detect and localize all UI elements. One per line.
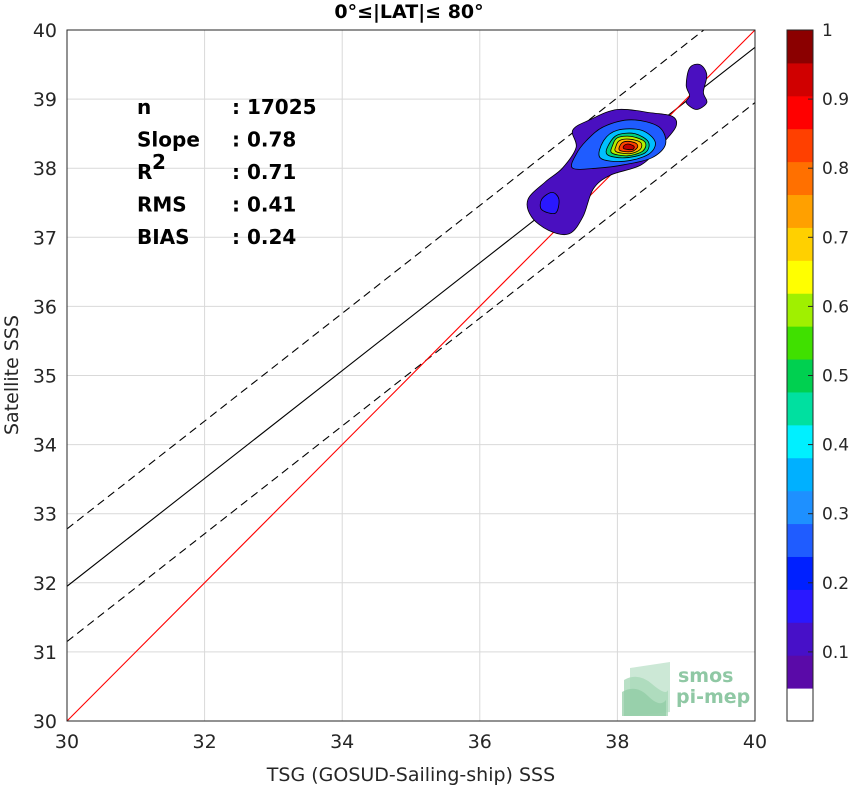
- x-tick-label-1: 32: [193, 731, 217, 753]
- x-tick-label-3: 36: [468, 731, 492, 753]
- colorbar-segment-3: [787, 589, 813, 623]
- colorbar-segment-19: [787, 62, 813, 97]
- colorbar-segment-20: [787, 30, 813, 64]
- density-contour-1: [685, 63, 708, 110]
- stat-value-1: : 0.78: [232, 128, 296, 152]
- colorbar-segment-9: [787, 391, 813, 426]
- colorbar-tick-label-5: 0.6: [822, 297, 849, 317]
- stat-label-4: BIAS: [137, 225, 190, 249]
- y-tick-label-0: 30: [33, 711, 57, 733]
- density-contour-9: [622, 143, 635, 151]
- colorbar-tick-label-4: 0.5: [822, 367, 849, 387]
- colorbar-segment-6: [787, 490, 813, 525]
- colorbar-tick-label-0: 0.1: [822, 643, 849, 663]
- colorbar-tick-label-8: 0.9: [822, 90, 849, 110]
- stat-value-4: : 0.24: [232, 225, 296, 249]
- colorbar-segment-5: [787, 523, 813, 557]
- colorbar-tick-labels: 0.1 0.2 0.3 0.4 0.5 0.6 0.7 0.8 0.9 1: [822, 21, 849, 663]
- y-tick-label-3: 33: [33, 504, 57, 526]
- plot-frame: [66, 29, 756, 722]
- colorbar-segment-11: [787, 326, 813, 360]
- stat-sup-2: 2: [152, 150, 166, 174]
- y-tick-label-4: 34: [33, 435, 57, 457]
- x-tick-label-0: 30: [55, 731, 79, 753]
- colorbar-segment-17: [787, 128, 813, 163]
- stat-value-2: : 0.71: [232, 160, 296, 184]
- colorbar-segment-0: [787, 688, 813, 722]
- x-tick-label-5: 40: [743, 731, 767, 753]
- chart-title: 0°≤|LAT|≤ 80°: [334, 1, 483, 23]
- colorbar-tick-label-1: 0.2: [822, 574, 849, 594]
- colorbar: [786, 29, 814, 722]
- colorbar-tick-label-6: 0.7: [822, 228, 849, 248]
- stats-panel: n : 17025 Slope : 0.78 R 2 : 0.71 RMS : 0.41 BIAS…: [137, 95, 317, 249]
- y-tick-label-6: 36: [33, 296, 57, 318]
- colorbar-segment-18: [787, 95, 813, 130]
- lower-bound-line: [67, 102, 755, 642]
- colorbar-segment-15: [787, 194, 813, 228]
- stat-label-0: n: [137, 95, 151, 119]
- stat-label-1: Slope: [137, 128, 200, 152]
- grid: [66, 29, 756, 722]
- watermark-line1: smos: [678, 665, 733, 687]
- colorbar-segment-2: [787, 622, 813, 656]
- colorbar-segment-13: [787, 260, 813, 294]
- colorbar-segment-14: [787, 227, 813, 261]
- colorbar-tick-label-3: 0.4: [822, 436, 849, 456]
- y-tick-labels: 30 31 32 33 34 35 36 37 38 39 40: [33, 20, 57, 733]
- y-tick-label-10: 40: [33, 20, 57, 42]
- stat-value-3: : 0.41: [232, 193, 296, 217]
- smos-pi-mep-logo: smos pi-mep: [622, 662, 750, 716]
- colorbar-segment-4: [787, 556, 813, 590]
- colorbar-tick-label-2: 0.3: [822, 505, 849, 525]
- colorbar-segment-8: [787, 424, 813, 459]
- y-axis-label: Satellite SSS: [1, 315, 23, 435]
- upper-bound-line: [67, 30, 705, 530]
- y-tick-label-9: 39: [33, 89, 57, 111]
- colorbar-tick-label-7: 0.8: [822, 159, 849, 179]
- colorbar-segment-1: [787, 655, 813, 689]
- y-tick-label-8: 38: [33, 158, 57, 180]
- x-tick-label-4: 38: [605, 731, 629, 753]
- wave-logo-icon: [622, 662, 670, 716]
- y-tick-label-1: 31: [33, 642, 57, 664]
- density-contour-2: [539, 191, 560, 215]
- x-tick-labels: 30 32 34 36 38 40: [55, 731, 767, 753]
- x-tick-label-2: 34: [330, 731, 354, 753]
- density-contours: [526, 63, 708, 236]
- y-tick-label-7: 37: [33, 227, 57, 249]
- colorbar-tick-label-9: 1: [822, 21, 833, 41]
- stat-label-3: RMS: [137, 193, 187, 217]
- colorbar-segment-16: [787, 161, 813, 196]
- colorbar-segment-7: [787, 457, 813, 492]
- watermark-line2: pi-mep: [676, 686, 750, 708]
- colorbar-segment-12: [787, 293, 813, 327]
- stat-value-0: : 17025: [232, 95, 317, 119]
- y-tick-label-5: 35: [33, 366, 57, 388]
- stat-label-2: R: [137, 160, 152, 184]
- y-tick-label-2: 32: [33, 573, 57, 595]
- x-axis-label: TSG (GOSUD-Sailing-ship) SSS: [266, 764, 555, 786]
